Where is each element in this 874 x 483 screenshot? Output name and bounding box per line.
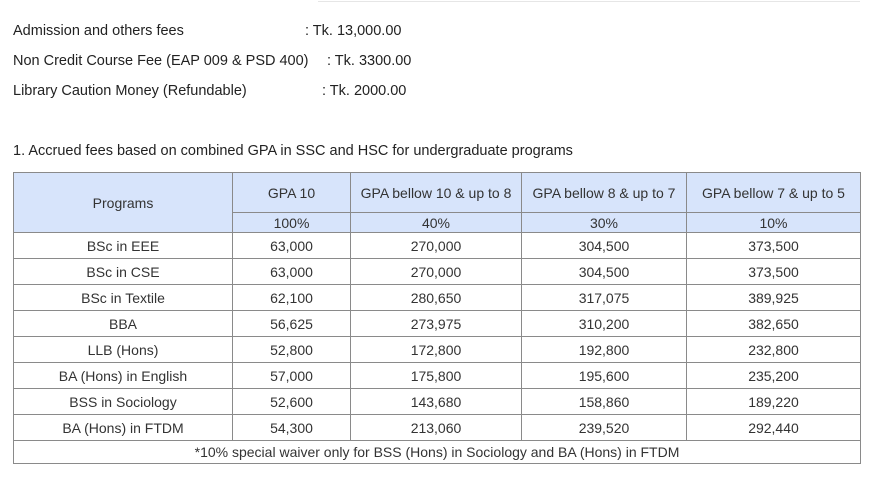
program-cell: BSc in CSE	[13, 258, 233, 285]
gpa-header: GPA 10	[232, 172, 351, 213]
table-row: BSS in Sociology 52,600 143,680 158,860 …	[13, 388, 861, 415]
fee-cell: 62,100	[232, 284, 351, 311]
fee-cell: 52,600	[232, 388, 351, 415]
table-row: BBA 56,625 273,975 310,200 382,650	[13, 310, 861, 337]
fee-cell: 213,060	[350, 414, 522, 441]
fee-value: : Tk. 13,000.00	[305, 23, 402, 39]
fee-cell: 57,000	[232, 362, 351, 389]
fee-non-credit-course: Non Credit Course Fee (EAP 009 & PSD 400…	[13, 53, 411, 69]
fee-cell: 175,800	[350, 362, 522, 389]
gpa-header: GPA bellow 10 & up to 8	[350, 172, 522, 213]
fee-cell: 280,650	[350, 284, 522, 311]
fee-cell: 158,860	[521, 388, 687, 415]
fee-cell: 232,800	[686, 336, 861, 363]
fee-cell: 239,520	[521, 414, 687, 441]
program-cell: BBA	[13, 310, 233, 337]
fee-cell: 270,000	[350, 232, 522, 259]
table-row: BSc in EEE 63,000 270,000 304,500 373,50…	[13, 232, 861, 259]
footnote-row: *10% special waiver only for BSS (Hons) …	[13, 440, 861, 464]
table-header-row: Programs GPA 10 GPA bellow 10 & up to 8 …	[13, 172, 861, 233]
program-cell: BSc in Textile	[13, 284, 233, 311]
programs-header: Programs	[13, 172, 233, 233]
fee-cell: 292,440	[686, 414, 861, 441]
fee-label: Non Credit Course Fee (EAP 009 & PSD 400…	[13, 53, 309, 69]
fee-cell: 189,220	[686, 388, 861, 415]
program-cell: LLB (Hons)	[13, 336, 233, 363]
fee-cell: 389,925	[686, 284, 861, 311]
fee-cell: 373,500	[686, 232, 861, 259]
fee-admission: Admission and others fees : Tk. 13,000.0…	[13, 23, 401, 39]
fee-cell: 235,200	[686, 362, 861, 389]
fee-cell: 172,800	[350, 336, 522, 363]
fee-cell: 56,625	[232, 310, 351, 337]
fee-cell: 52,800	[232, 336, 351, 363]
gpa-header: GPA bellow 7 & up to 5	[686, 172, 861, 213]
fee-cell: 304,500	[521, 258, 687, 285]
table-row: BSc in Textile 62,100 280,650 317,075 38…	[13, 284, 861, 311]
fee-cell: 270,000	[350, 258, 522, 285]
gpa-header: GPA bellow 8 & up to 7	[521, 172, 687, 213]
program-cell: BA (Hons) in English	[13, 362, 233, 389]
fee-cell: 373,500	[686, 258, 861, 285]
table-footnote: *10% special waiver only for BSS (Hons) …	[13, 440, 861, 464]
fee-cell: 192,800	[521, 336, 687, 363]
fee-cell: 304,500	[521, 232, 687, 259]
program-cell: BSc in EEE	[13, 232, 233, 259]
fee-cell: 63,000	[232, 232, 351, 259]
fee-library-caution: Library Caution Money (Refundable) : Tk.…	[13, 83, 406, 99]
fee-value: : Tk. 3300.00	[327, 53, 412, 69]
table-row: BA (Hons) in English 57,000 175,800 195,…	[13, 362, 861, 389]
waiver-header: 10%	[686, 212, 861, 233]
section-title: 1. Accrued fees based on combined GPA in…	[13, 143, 573, 159]
program-cell: BA (Hons) in FTDM	[13, 414, 233, 441]
program-cell: BSS in Sociology	[13, 388, 233, 415]
fee-value: : Tk. 2000.00	[322, 83, 407, 99]
table-row: BA (Hons) in FTDM 54,300 213,060 239,520…	[13, 414, 861, 441]
top-divider	[318, 1, 860, 2]
fee-cell: 310,200	[521, 310, 687, 337]
fee-cell: 382,650	[686, 310, 861, 337]
waiver-header: 100%	[232, 212, 351, 233]
waiver-header: 40%	[350, 212, 522, 233]
fee-cell: 195,600	[521, 362, 687, 389]
table-row: LLB (Hons) 52,800 172,800 192,800 232,80…	[13, 336, 861, 363]
fee-label: Library Caution Money (Refundable)	[13, 83, 247, 99]
fee-cell: 143,680	[350, 388, 522, 415]
fee-label: Admission and others fees	[13, 23, 184, 39]
fee-cell: 273,975	[350, 310, 522, 337]
table-row: BSc in CSE 63,000 270,000 304,500 373,50…	[13, 258, 861, 285]
fee-cell: 317,075	[521, 284, 687, 311]
accrued-fees-table: Programs GPA 10 GPA bellow 10 & up to 8 …	[13, 172, 861, 464]
fee-cell: 63,000	[232, 258, 351, 285]
waiver-header: 30%	[521, 212, 687, 233]
fee-cell: 54,300	[232, 414, 351, 441]
